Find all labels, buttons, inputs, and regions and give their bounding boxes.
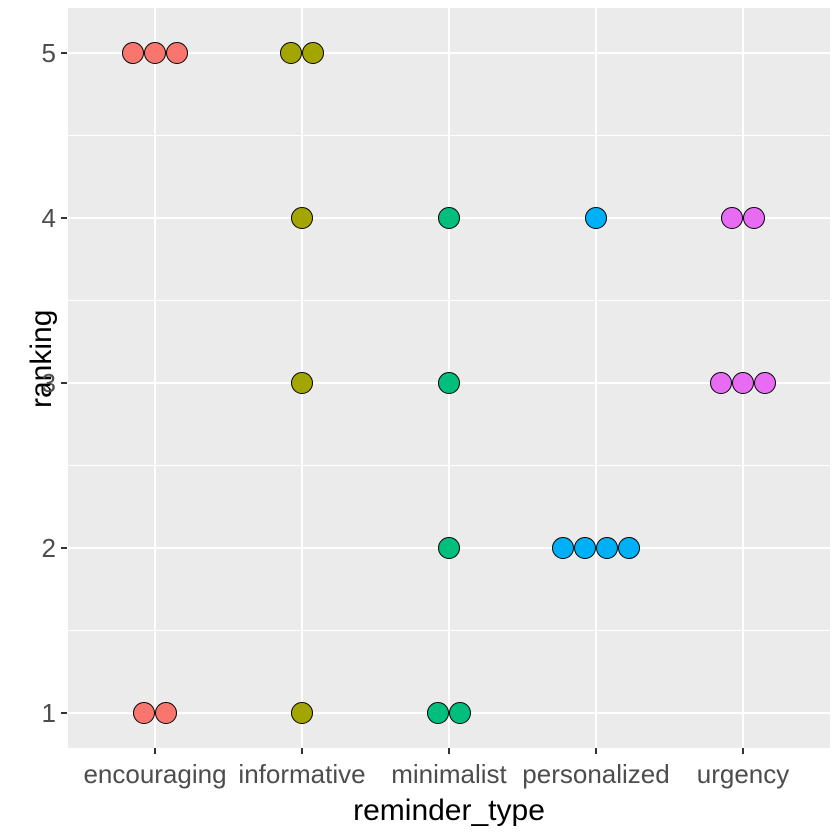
y-axis-tick-mark	[61, 52, 67, 54]
data-point-urgency	[710, 372, 732, 394]
x-axis-tick-mark	[742, 748, 744, 754]
data-point-encouraging	[122, 42, 144, 64]
gridline-major-vertical	[595, 8, 597, 748]
gridline-major-vertical	[154, 8, 156, 748]
y-tick-label: 2	[41, 533, 56, 563]
x-tick-label: informative	[238, 759, 366, 789]
data-point-minimalist	[438, 537, 460, 559]
y-tick-label: 1	[41, 698, 56, 728]
data-point-urgency	[743, 207, 765, 229]
y-tick-label: 4	[41, 203, 56, 233]
data-point-personalized	[618, 537, 640, 559]
x-axis-tick-mark	[154, 748, 156, 754]
data-point-minimalist	[427, 702, 449, 724]
data-point-encouraging	[166, 42, 188, 64]
x-tick-label: urgency	[696, 759, 790, 789]
y-tick-label: 3	[41, 368, 56, 398]
data-point-informative	[291, 207, 313, 229]
data-point-personalized	[552, 537, 574, 559]
data-point-personalized	[585, 207, 607, 229]
data-point-informative	[291, 702, 313, 724]
y-axis-tick-mark	[61, 712, 67, 714]
x-axis-title: reminder_type	[353, 794, 545, 827]
data-point-urgency	[754, 372, 776, 394]
data-point-encouraging	[155, 702, 177, 724]
x-tick-label: encouraging	[83, 759, 227, 789]
y-axis-tick-mark	[61, 382, 67, 384]
data-point-urgency	[721, 207, 743, 229]
x-axis-tick-mark	[595, 748, 597, 754]
data-point-informative	[302, 42, 324, 64]
y-tick-label: 5	[41, 38, 56, 68]
y-axis-tick-mark	[61, 547, 67, 549]
data-point-informative	[280, 42, 302, 64]
y-axis-tick-mark	[61, 217, 67, 219]
data-point-minimalist	[449, 702, 471, 724]
data-point-urgency	[732, 372, 754, 394]
x-axis-tick-mark	[448, 748, 450, 754]
data-point-minimalist	[438, 372, 460, 394]
data-point-personalized	[596, 537, 618, 559]
x-tick-label: minimalist	[391, 759, 507, 789]
x-tick-label: personalized	[522, 759, 670, 789]
plot-panel	[68, 8, 830, 748]
data-point-personalized	[574, 537, 596, 559]
data-point-encouraging	[133, 702, 155, 724]
x-axis-tick-mark	[301, 748, 303, 754]
data-point-encouraging	[144, 42, 166, 64]
data-point-minimalist	[438, 207, 460, 229]
data-point-informative	[291, 372, 313, 394]
